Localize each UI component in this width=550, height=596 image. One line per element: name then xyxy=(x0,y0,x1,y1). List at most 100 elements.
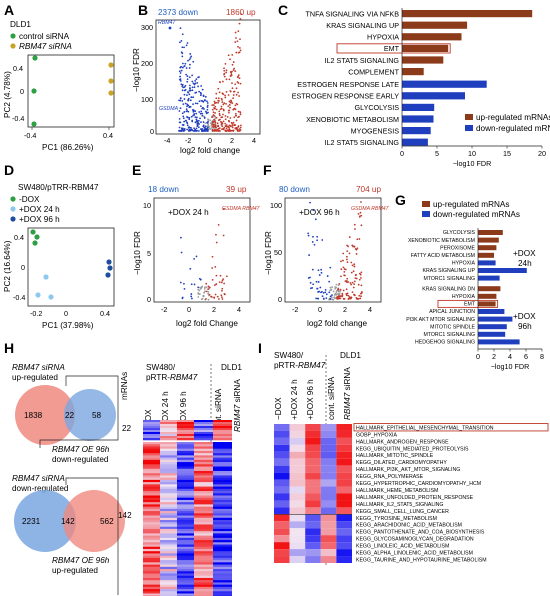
panel-g: G GLYCOLYSIS XENOBIOTIC METABOLISMPEROXIS… xyxy=(395,192,544,371)
heatmap-cell xyxy=(177,591,194,594)
heatmap-cell xyxy=(177,593,194,596)
heatmap-cell xyxy=(274,465,290,473)
heatmap-cell xyxy=(320,458,337,466)
volcano-point xyxy=(227,105,230,107)
volcano-point xyxy=(206,100,208,103)
heatmap-cell xyxy=(213,586,232,590)
heatmap-cell xyxy=(160,455,177,458)
heatmap-cell xyxy=(143,477,160,481)
panel-f-xlabel: log2 fold change xyxy=(307,319,368,328)
volcano-point xyxy=(204,129,207,132)
heatmap-cell xyxy=(274,424,290,431)
volcano-point xyxy=(359,297,362,300)
heatmap-cell xyxy=(177,533,194,536)
volcano-point xyxy=(193,130,196,132)
heatmap-cell xyxy=(213,491,232,494)
volcano-point xyxy=(237,75,239,78)
volcano-point xyxy=(340,275,342,278)
volcano-point xyxy=(212,111,215,114)
volcano-point xyxy=(183,93,186,96)
volcano-point xyxy=(185,108,188,111)
volcano-point xyxy=(189,129,191,132)
volcano-point xyxy=(206,104,209,107)
venn1-title-direction: up-regulated xyxy=(12,373,58,382)
volcano-point xyxy=(215,116,218,119)
volcano-point xyxy=(181,33,184,36)
heatmap-cell xyxy=(143,544,160,548)
heatmap-cell xyxy=(305,535,321,543)
panel-b-ytick: 0 xyxy=(150,127,154,136)
heatmap-cell xyxy=(213,495,232,499)
volcano-point xyxy=(189,89,191,92)
volcano-point xyxy=(178,41,181,44)
heatmap-cell xyxy=(177,444,194,447)
heatmap-cell xyxy=(320,493,337,501)
volcano-point xyxy=(186,42,189,44)
heatmap-cell xyxy=(177,464,194,467)
volcano-point xyxy=(346,250,349,252)
heatmap-cell xyxy=(160,432,177,435)
panel-letter-f: F xyxy=(263,162,272,178)
heatmap-cell xyxy=(289,444,306,452)
heatmap-column-label: cont. siRNA xyxy=(327,376,336,420)
heatmap-cell xyxy=(177,560,194,563)
bar-label: HYPOXIA xyxy=(452,294,476,300)
venn2-right-count: 562 xyxy=(100,517,114,526)
volcano-point xyxy=(329,286,332,289)
volcano-point xyxy=(179,129,182,132)
heatmap-cell xyxy=(143,573,160,577)
volcano-point xyxy=(196,116,198,119)
volcano-point xyxy=(221,296,223,299)
volcano-point xyxy=(312,235,314,238)
panel-e-plot-frame xyxy=(153,197,251,303)
heatmap-cell xyxy=(336,514,352,522)
volcano-point xyxy=(232,97,234,100)
panel-c-bar-chart: TNFA SIGNALING VIA NFKB KRAS SIGNALING UP… xyxy=(292,8,550,168)
heatmap-cell xyxy=(194,446,213,449)
heatmap-cell xyxy=(194,477,213,481)
heatmap-cell xyxy=(274,430,290,438)
volcano-point xyxy=(349,282,352,284)
volcano-point xyxy=(198,100,201,103)
heatmap-cell xyxy=(143,479,160,483)
heatmap-cell xyxy=(194,557,213,561)
volcano-point xyxy=(211,267,214,269)
volcano-point xyxy=(188,126,190,128)
heatmap-cell xyxy=(160,438,177,441)
heatmap-cell xyxy=(177,477,194,481)
heatmap-cell xyxy=(160,497,177,501)
volcano-point xyxy=(205,112,208,115)
volcano-point xyxy=(201,114,204,117)
heatmap-cell xyxy=(274,493,290,501)
heatmap-cell xyxy=(143,515,160,519)
panel-f-down-count: 80 down xyxy=(279,185,310,194)
heatmap-cell xyxy=(289,430,306,438)
heatmap-cell xyxy=(160,542,177,545)
heatmap-cell xyxy=(177,448,194,452)
bar-label: HYPOXIA xyxy=(367,33,399,42)
volcano-point xyxy=(307,232,310,235)
volcano-point xyxy=(353,263,356,266)
volcano-point xyxy=(198,277,201,280)
volcano-point xyxy=(188,93,191,96)
bar-x-tick-label: 0 xyxy=(400,149,404,158)
heatmap-cell xyxy=(143,444,160,447)
heatmap-cell xyxy=(194,479,213,483)
pca-point xyxy=(48,294,54,300)
volcano-point xyxy=(221,287,224,290)
heatmap-cell xyxy=(160,517,177,521)
heatmap-count-22: 22 xyxy=(122,424,132,433)
bar xyxy=(402,10,533,18)
volcano-point xyxy=(225,102,227,105)
heatmap-cell xyxy=(160,571,177,574)
heatmap-cell xyxy=(213,555,232,559)
heatmap-cell xyxy=(160,564,177,568)
heatmap-cell xyxy=(194,515,213,519)
volcano-point xyxy=(234,104,237,107)
volcano-point xyxy=(358,215,361,218)
volcano-point xyxy=(319,286,322,289)
bar xyxy=(402,103,435,111)
heatmap-cell xyxy=(177,582,194,585)
volcano-point xyxy=(197,296,200,298)
volcano-point xyxy=(220,107,223,110)
